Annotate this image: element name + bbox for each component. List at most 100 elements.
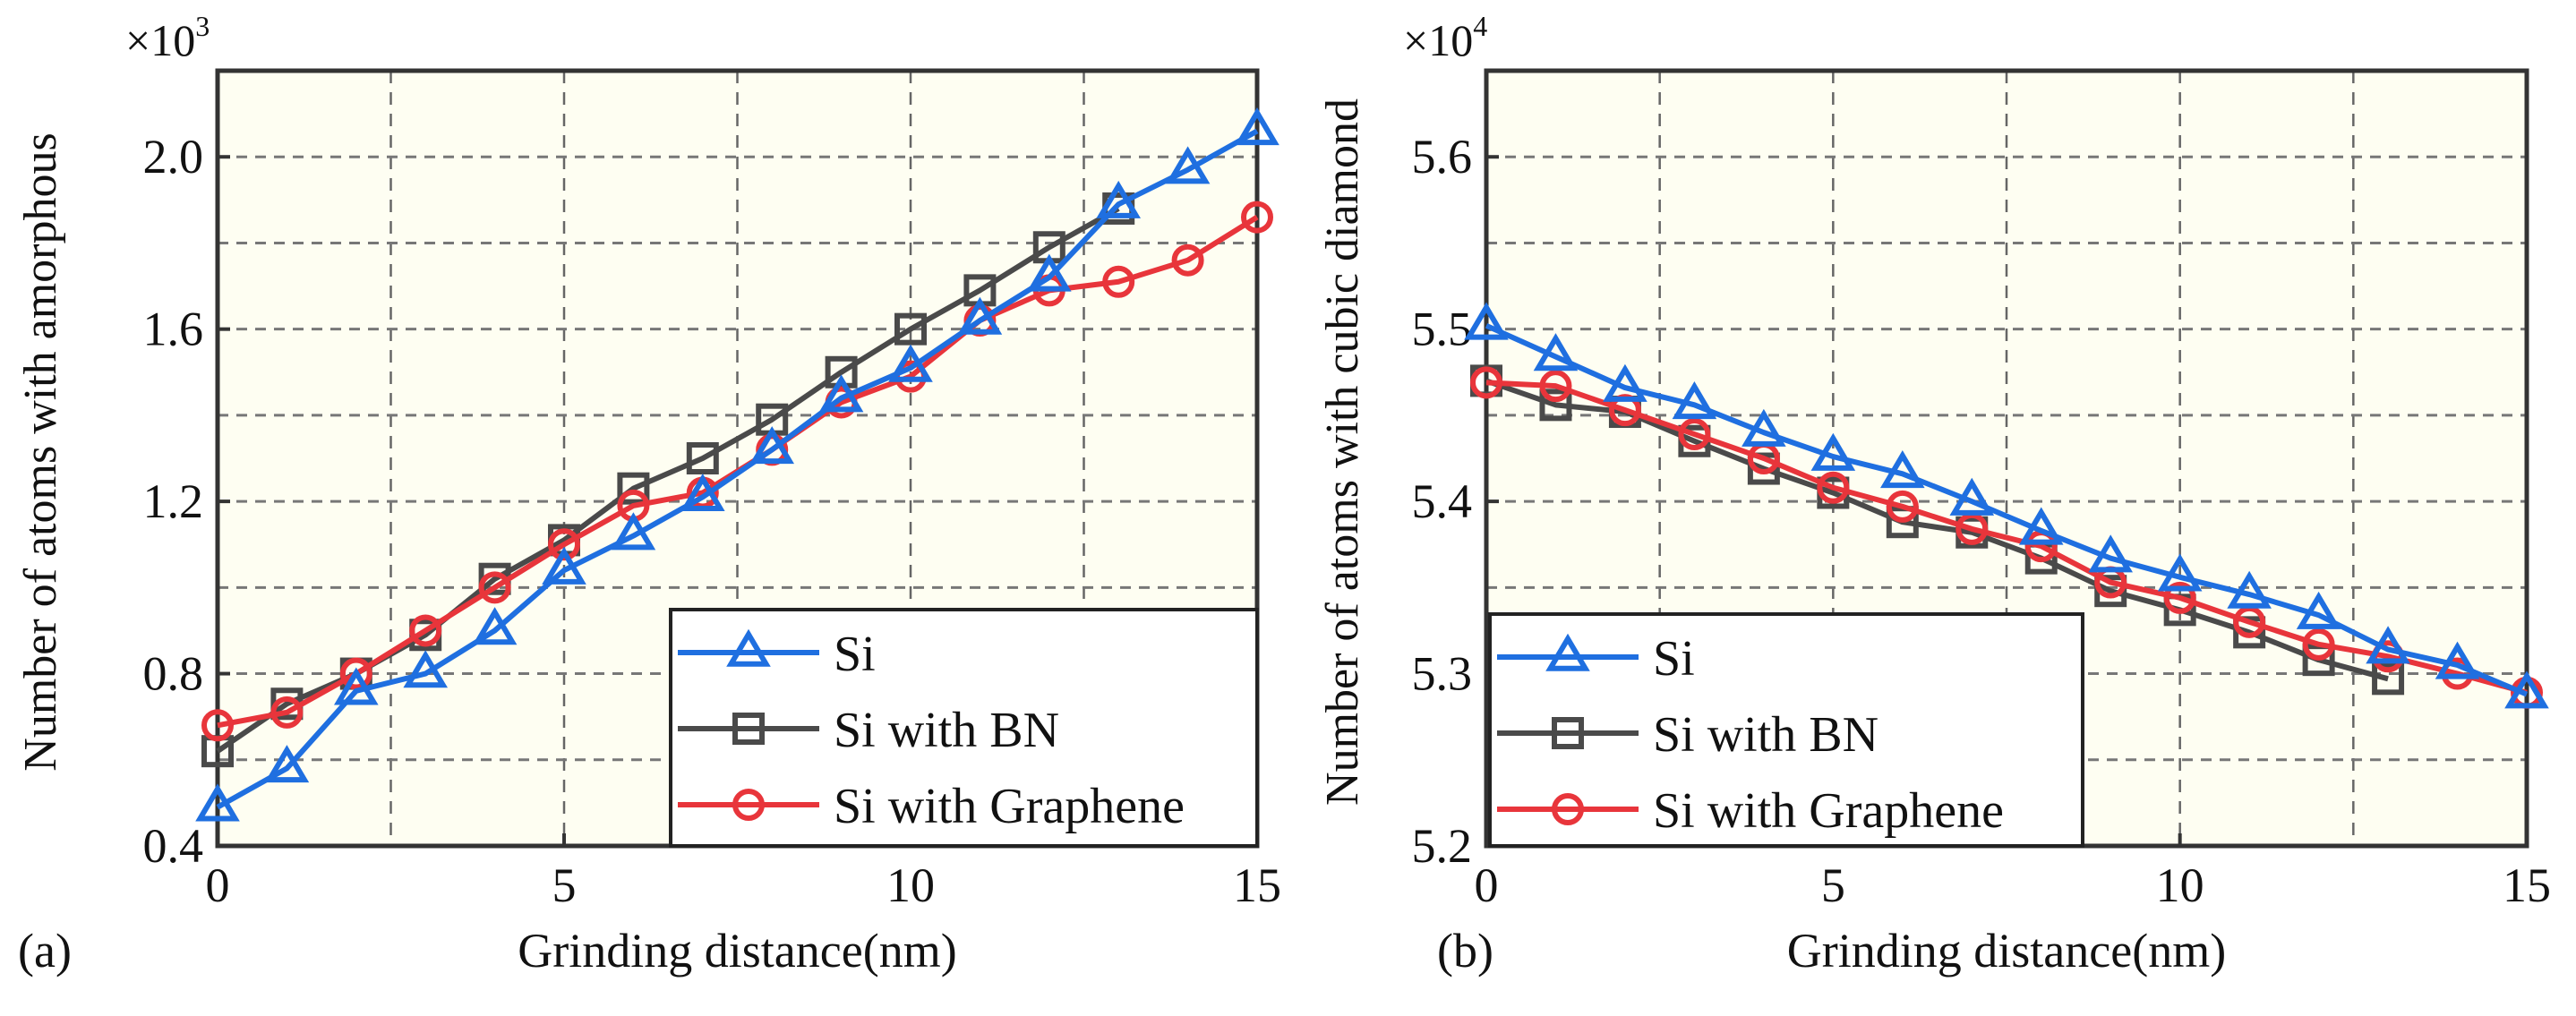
circle-marker — [2163, 581, 2196, 614]
triangle-marker — [403, 650, 449, 688]
y-tick-label: 5.4 — [1412, 474, 1473, 528]
triangle-marker — [2366, 626, 2410, 664]
y-tick-label: 1.2 — [143, 474, 204, 528]
circle-marker — [1886, 490, 1919, 523]
legend-label: Si — [1653, 631, 1695, 687]
x-tick-label: 0 — [206, 858, 230, 912]
triangle-marker — [1026, 253, 1072, 292]
legend-label: Si with Graphene — [1653, 783, 2004, 839]
x-axis-title: Grinding distance(nm) — [1787, 924, 2226, 978]
x-tick-label: 5 — [1821, 858, 1845, 912]
axis-multiplier: ×103 — [125, 10, 210, 65]
triangle-marker — [1810, 432, 1856, 471]
triangle-marker — [333, 667, 379, 705]
x-axis-title: Grinding distance(nm) — [518, 924, 956, 978]
circle-marker — [1171, 243, 1204, 277]
circle-marker — [1678, 418, 1711, 451]
triangle-marker — [2504, 670, 2549, 709]
y-tick-label: 1.6 — [143, 303, 204, 356]
triangle-marker — [1235, 107, 1279, 146]
triangle-marker — [818, 374, 864, 413]
panel-label: (b) — [1437, 924, 1493, 978]
circle-marker — [548, 528, 580, 561]
triangle-marker — [2227, 570, 2272, 609]
square-marker — [894, 312, 927, 346]
triangle-marker — [1672, 381, 1717, 420]
legend-item: Si — [678, 627, 876, 682]
y-tick-label: 5.2 — [1412, 819, 1473, 873]
legend: Si Si with BN Si with Graphene — [669, 608, 1259, 848]
triangle-marker — [2435, 641, 2480, 679]
circle-marker — [732, 789, 765, 821]
legend-item: Si with Graphene — [678, 779, 1185, 834]
square-marker — [825, 355, 858, 388]
triangle-marker — [957, 296, 1003, 335]
axis-multiplier: ×104 — [1403, 10, 1487, 65]
series-si — [1464, 302, 2549, 709]
circle-marker — [2233, 605, 2266, 638]
y-tick-label: 2.0 — [143, 130, 204, 184]
triangle-marker — [2157, 553, 2203, 592]
circle-marker — [201, 709, 234, 742]
y-axis-title: Number of atoms with cubic diamond — [1317, 98, 1368, 806]
triangle-marker — [1879, 450, 1925, 489]
legend-item: Si — [1497, 631, 1695, 687]
multiplier-exponent: 3 — [195, 10, 210, 42]
triangle-marker — [264, 745, 310, 783]
series-line — [216, 128, 1259, 810]
y-axis-title: Number of atoms with amorphous — [15, 132, 66, 771]
legend: Si Si with BN Si with Graphene — [1488, 612, 2084, 848]
triangle-marker — [2088, 534, 2134, 573]
circle-marker — [1470, 366, 1502, 399]
y-tick-label: 5.6 — [1412, 130, 1473, 184]
legend-label: Si — [834, 627, 876, 682]
triangle-marker — [1096, 180, 1142, 218]
triangle-marker — [542, 546, 586, 585]
circle-marker — [1241, 201, 1273, 234]
circle-marker — [2302, 628, 2335, 661]
series-si — [195, 107, 1279, 822]
legend-label: Si with BN — [834, 703, 1059, 758]
triangle-marker — [472, 607, 518, 645]
circle-marker — [1956, 512, 1989, 545]
triangle-marker — [1545, 633, 1590, 671]
x-tick-label: 0 — [1475, 858, 1499, 912]
circle-marker — [1552, 793, 1584, 825]
circle-marker — [1817, 471, 1850, 504]
x-tick-label: 15 — [1233, 858, 1281, 912]
multiplier-base: ×10 — [125, 15, 195, 65]
triangle-marker — [749, 426, 795, 465]
triangle-marker — [2018, 507, 2064, 545]
triangle-marker — [1742, 408, 1786, 447]
circle-marker — [478, 571, 511, 604]
chart-panel-b: 0 5 10 15 5.2 5.3 5.4 5.5 5.6 ×104 Grinding distan… — [1317, 10, 2551, 978]
y-tick-label: 0.4 — [143, 819, 204, 873]
triangle-marker — [1464, 302, 1509, 340]
circle-marker — [409, 614, 442, 647]
x-tick-label: 10 — [886, 858, 935, 912]
y-tick-label: 5.3 — [1412, 647, 1473, 701]
series-line — [1485, 380, 2528, 696]
circle-marker — [270, 696, 304, 729]
x-tick-label: 10 — [2156, 858, 2204, 912]
square-marker — [1539, 388, 1572, 422]
chart-panel-a: 0 5 10 15 0.4 0.8 1.2 1.6 2.0 ×103 Grinding distan… — [15, 10, 1281, 978]
x-tick-label: 15 — [2503, 858, 2551, 912]
triangle-marker — [1533, 333, 1579, 371]
triangle-marker — [1603, 363, 1647, 402]
legend-item: Si with BN — [678, 703, 1059, 758]
series-line — [1485, 323, 2529, 697]
legend-label: Si with Graphene — [834, 779, 1185, 834]
triangle-marker — [195, 783, 240, 822]
legend-item: Si with Graphene — [1497, 783, 2004, 839]
triangle-marker — [1949, 477, 1995, 516]
triangle-marker — [888, 344, 933, 382]
triangle-marker — [611, 512, 656, 551]
square-marker — [686, 442, 719, 474]
legend-item: Si with BN — [1497, 707, 1879, 763]
multiplier-base: ×10 — [1403, 15, 1473, 65]
square-marker — [617, 472, 650, 505]
multiplier-exponent: 4 — [1473, 10, 1487, 42]
circle-marker — [339, 657, 372, 690]
